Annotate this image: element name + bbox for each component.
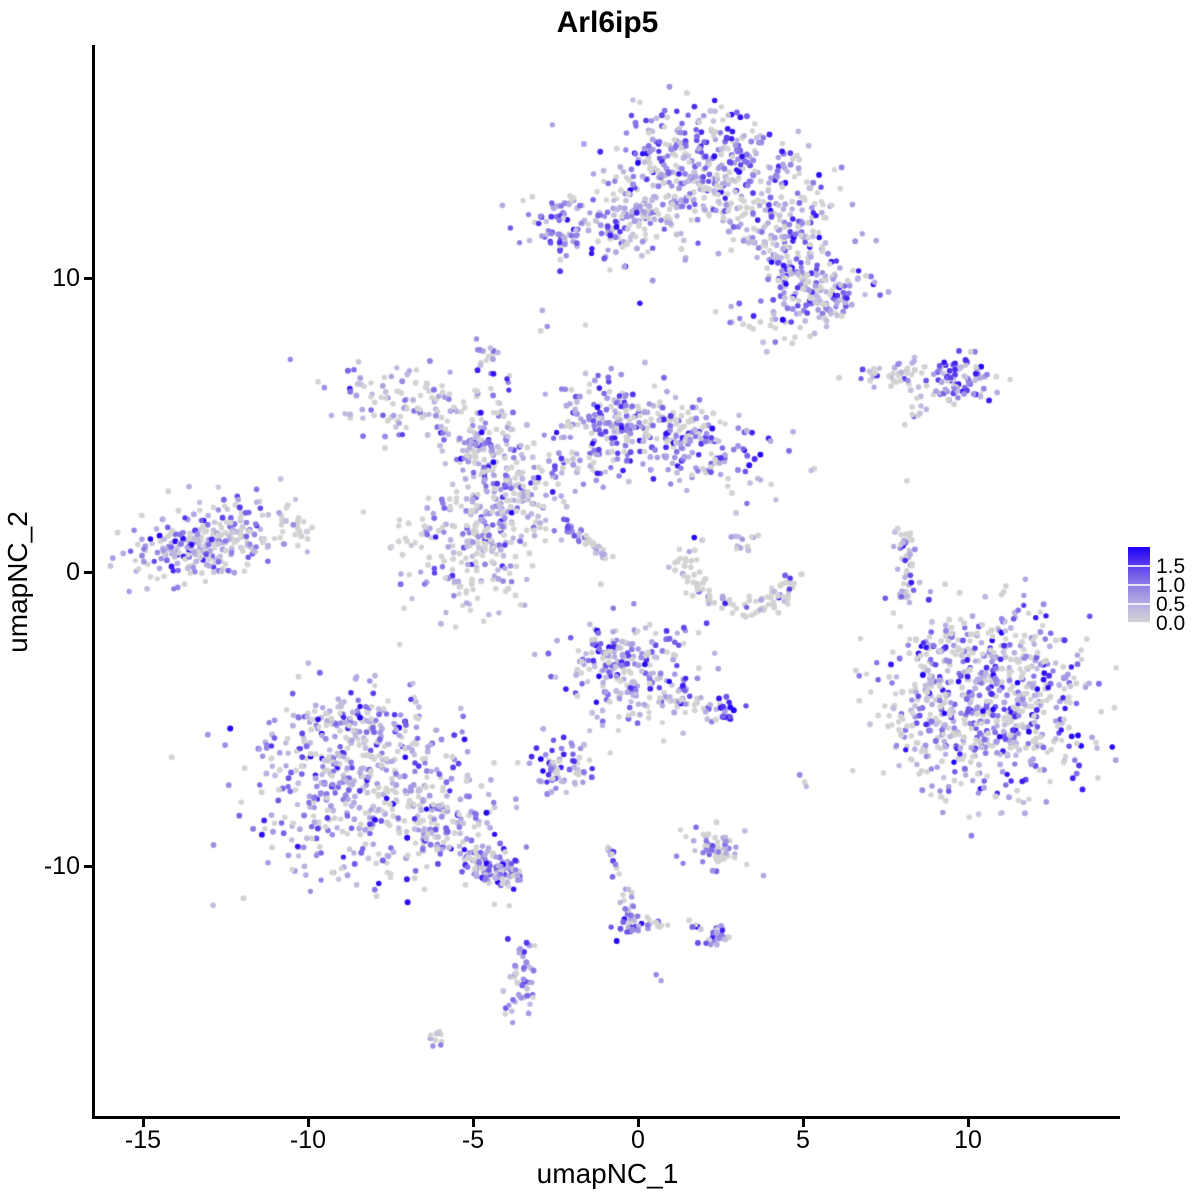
legend-tick-label: 0.5 — [1156, 592, 1186, 616]
x-tick-label: -10 — [289, 1126, 327, 1154]
x-tick — [637, 1119, 640, 1127]
x-tick — [307, 1119, 310, 1127]
plot-title: Arl6ip5 — [556, 6, 659, 39]
x-tick-label: -15 — [124, 1126, 162, 1154]
x-tick-label: 0 — [631, 1126, 645, 1154]
legend-tick-label: 0.0 — [1156, 611, 1186, 635]
x-tick — [802, 1119, 805, 1127]
x-axis-label: umapNC_1 — [536, 1158, 679, 1189]
x-tick-label: 5 — [796, 1126, 810, 1154]
x-tick — [967, 1119, 970, 1127]
x-tick-label: -5 — [461, 1126, 485, 1154]
y-tick-label: 0 — [66, 558, 80, 586]
legend-tick-mark — [1128, 584, 1150, 586]
y-tick — [84, 865, 92, 868]
x-tick — [472, 1119, 475, 1127]
y-tick-label: 10 — [52, 264, 80, 292]
x-tick-label: 10 — [954, 1126, 982, 1154]
umap-scatter-canvas — [95, 45, 1120, 1116]
legend-tick-mark — [1128, 622, 1150, 623]
legend-tick-mark — [1128, 565, 1150, 567]
y-tick — [84, 571, 92, 574]
y-tick — [84, 277, 92, 280]
x-tick — [142, 1119, 145, 1127]
plot-panel — [95, 45, 1120, 1116]
y-axis-line — [92, 45, 95, 1119]
x-axis-line — [92, 1116, 1120, 1119]
y-tick-label: -10 — [43, 852, 80, 880]
legend-tick-label: 1.5 — [1156, 554, 1186, 578]
legend-tick-mark — [1128, 603, 1150, 605]
legend-colorbar — [1128, 547, 1150, 623]
legend-tick-label: 1.0 — [1156, 573, 1186, 597]
y-axis-label: umapNC_2 — [2, 511, 33, 653]
